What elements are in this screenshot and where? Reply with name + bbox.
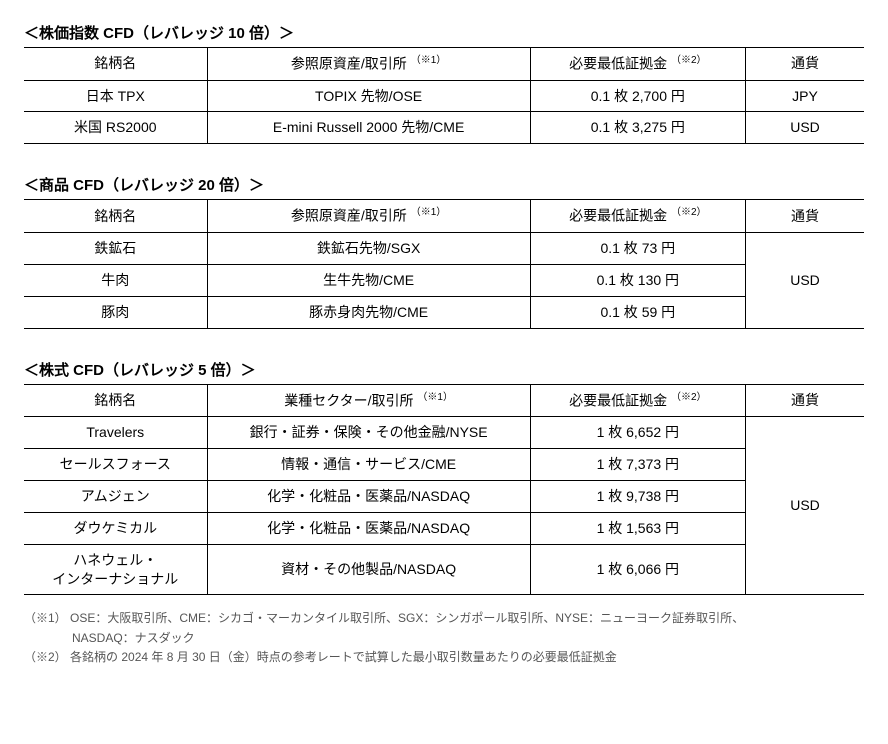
cell-name: ダウケミカル (24, 512, 207, 544)
cell-reference: 化学・化粧品・医薬品/NASDAQ (207, 512, 530, 544)
col-header-margin: 必要最低証拠金 （※2） (530, 384, 745, 417)
cell-margin: 0.1 枚 130 円 (530, 264, 745, 296)
footnote-1-text: OSE：大阪取引所、CME：シカゴ・マーカンタイル取引所、SGX：シンガポール取… (70, 611, 744, 625)
cell-currency: USD (746, 417, 865, 595)
col-header-name: 銘柄名 (24, 48, 207, 81)
col-header-currency: 通貨 (746, 384, 865, 417)
section-title: ＜商品 CFD（レバレッジ 20 倍）＞ (24, 174, 864, 195)
cell-currency: JPY (746, 80, 865, 112)
col-header-margin: 必要最低証拠金 （※2） (530, 200, 745, 233)
cell-name: Travelers (24, 417, 207, 449)
cfd-table: 銘柄名業種セクター/取引所 （※1）必要最低証拠金 （※2）通貨Traveler… (24, 384, 864, 596)
cell-margin: 0.1 枚 59 円 (530, 296, 745, 328)
col-header-reference: 参照原資産/取引所 （※1） (207, 200, 530, 233)
table-row: 米国 RS2000E-mini Russell 2000 先物/CME0.1 枚… (24, 112, 864, 144)
cell-reference: E-mini Russell 2000 先物/CME (207, 112, 530, 144)
cell-name: ハネウェル・インターナショナル (24, 544, 207, 595)
cell-margin: 1 枚 6,652 円 (530, 417, 745, 449)
section-title: ＜株価指数 CFD（レバレッジ 10 倍）＞ (24, 22, 864, 43)
cell-reference: 豚赤身肉先物/CME (207, 296, 530, 328)
cell-margin: 1 枚 6,066 円 (530, 544, 745, 595)
cell-reference: 化学・化粧品・医薬品/NASDAQ (207, 480, 530, 512)
table-row: 牛肉生牛先物/CME0.1 枚 130 円 (24, 264, 864, 296)
table-row: 日本 TPXTOPIX 先物/OSE0.1 枚 2,700 円JPY (24, 80, 864, 112)
table-row: アムジェン化学・化粧品・医薬品/NASDAQ1 枚 9,738 円 (24, 480, 864, 512)
cell-reference: TOPIX 先物/OSE (207, 80, 530, 112)
footnote-2-label: （※2） (24, 650, 67, 664)
col-header-reference: 参照原資産/取引所 （※1） (207, 48, 530, 81)
cell-reference: 資材・その他製品/NASDAQ (207, 544, 530, 595)
cell-name: アムジェン (24, 480, 207, 512)
cell-name: 米国 RS2000 (24, 112, 207, 144)
footnote-2-text: 各銘柄の 2024 年 8 月 30 日（金）時点の参考レートで試算した最小取引… (70, 650, 617, 664)
cell-margin: 1 枚 7,373 円 (530, 448, 745, 480)
footnote-2: （※2） 各銘柄の 2024 年 8 月 30 日（金）時点の参考レートで試算し… (24, 648, 864, 667)
cell-margin: 1 枚 9,738 円 (530, 480, 745, 512)
table-row: ハネウェル・インターナショナル資材・その他製品/NASDAQ1 枚 6,066 … (24, 544, 864, 595)
table-row: セールスフォース情報・通信・サービス/CME1 枚 7,373 円 (24, 448, 864, 480)
col-header-reference: 業種セクター/取引所 （※1） (207, 384, 530, 417)
cell-margin: 1 枚 1,563 円 (530, 512, 745, 544)
col-header-margin: 必要最低証拠金 （※2） (530, 48, 745, 81)
cfd-table: 銘柄名参照原資産/取引所 （※1）必要最低証拠金 （※2）通貨鉄鉱石鉄鉱石先物/… (24, 199, 864, 328)
cell-reference: 鉄鉱石先物/SGX (207, 232, 530, 264)
cell-margin: 0.1 枚 3,275 円 (530, 112, 745, 144)
footnote-1-line2: NASDAQ：ナスダック (24, 629, 864, 648)
col-header-currency: 通貨 (746, 48, 865, 81)
cell-name: 日本 TPX (24, 80, 207, 112)
cell-reference: 情報・通信・サービス/CME (207, 448, 530, 480)
table-row: Travelers銀行・証券・保険・その他金融/NYSE1 枚 6,652 円U… (24, 417, 864, 449)
footnotes: （※1） OSE：大阪取引所、CME：シカゴ・マーカンタイル取引所、SGX：シン… (24, 609, 864, 667)
table-row: 鉄鉱石鉄鉱石先物/SGX0.1 枚 73 円USD (24, 232, 864, 264)
cell-name: 牛肉 (24, 264, 207, 296)
cell-margin: 0.1 枚 73 円 (530, 232, 745, 264)
section-title: ＜株式 CFD（レバレッジ 5 倍）＞ (24, 359, 864, 380)
table-row: ダウケミカル化学・化粧品・医薬品/NASDAQ1 枚 1,563 円 (24, 512, 864, 544)
cell-reference: 生牛先物/CME (207, 264, 530, 296)
footnote-1-line1: （※1） OSE：大阪取引所、CME：シカゴ・マーカンタイル取引所、SGX：シン… (24, 609, 864, 628)
table-row: 豚肉豚赤身肉先物/CME0.1 枚 59 円 (24, 296, 864, 328)
footnote-1-label: （※1） (24, 611, 67, 625)
col-header-name: 銘柄名 (24, 200, 207, 233)
cell-name: セールスフォース (24, 448, 207, 480)
col-header-currency: 通貨 (746, 200, 865, 233)
cell-currency: USD (746, 232, 865, 328)
cell-name: 豚肉 (24, 296, 207, 328)
cell-name: 鉄鉱石 (24, 232, 207, 264)
cell-reference: 銀行・証券・保険・その他金融/NYSE (207, 417, 530, 449)
col-header-name: 銘柄名 (24, 384, 207, 417)
cell-currency: USD (746, 112, 865, 144)
cfd-table: 銘柄名参照原資産/取引所 （※1）必要最低証拠金 （※2）通貨日本 TPXTOP… (24, 47, 864, 144)
cell-margin: 0.1 枚 2,700 円 (530, 80, 745, 112)
